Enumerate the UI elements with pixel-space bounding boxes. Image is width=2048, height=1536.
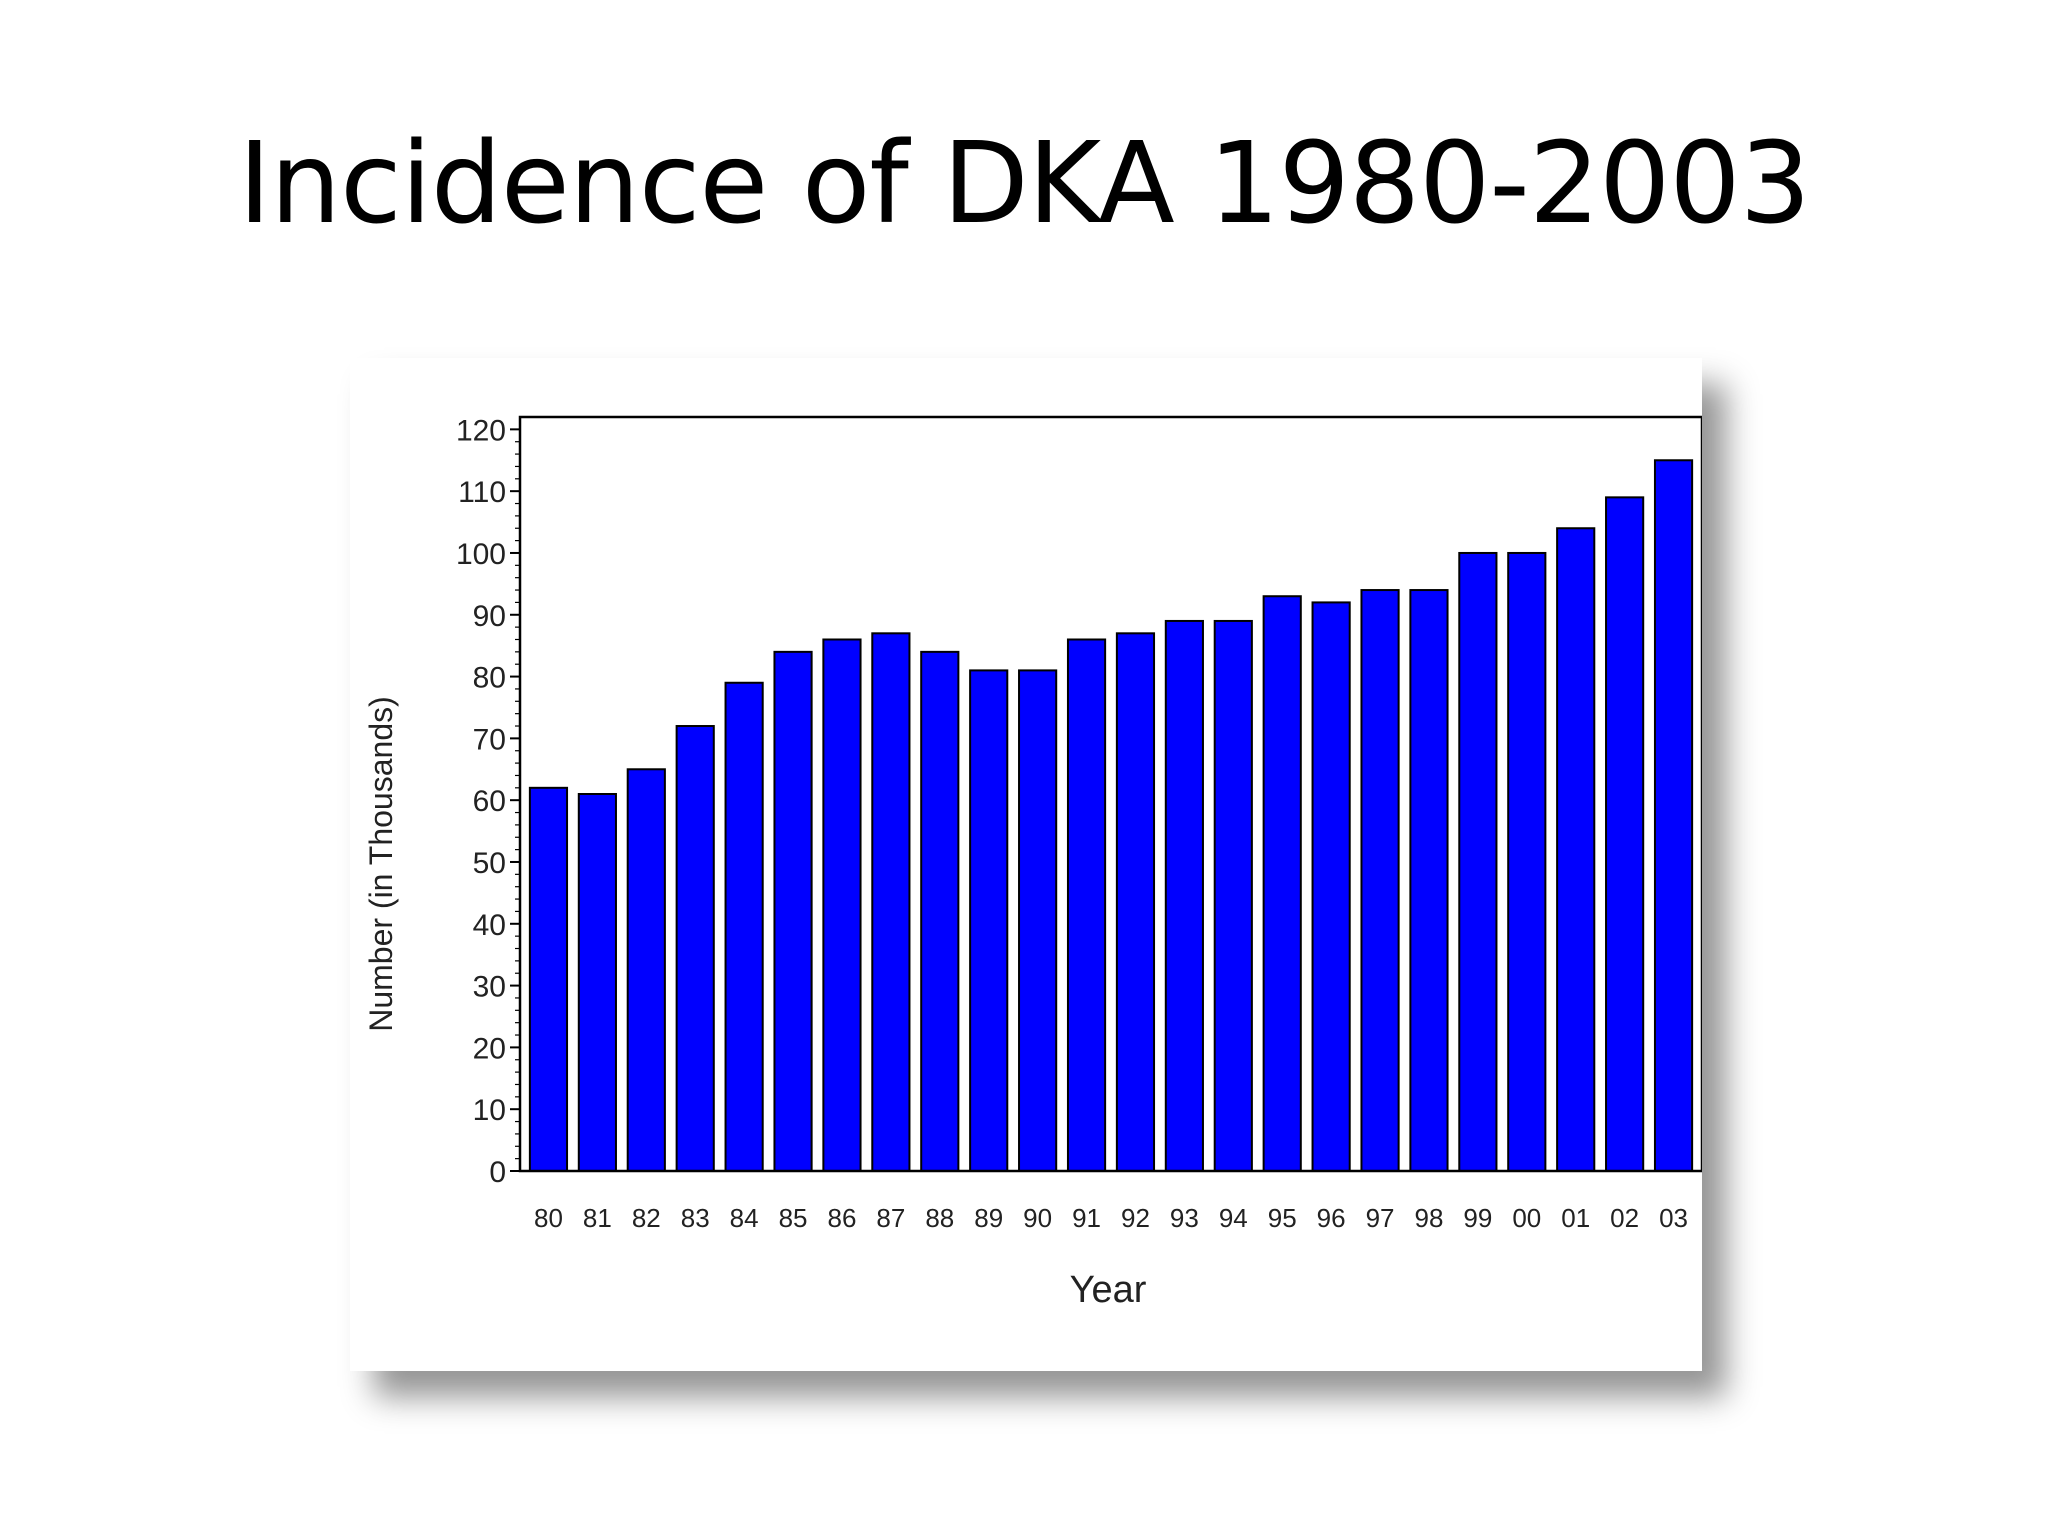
bar-81 — [577, 793, 617, 1172]
y-tick-label: 90 — [473, 600, 506, 633]
x-tick-label: 88 — [925, 1203, 954, 1233]
x-tick-label: 87 — [876, 1203, 905, 1233]
bar-90 — [1018, 669, 1058, 1172]
slide-title: Incidence of DKA 1980-2003 — [238, 119, 1811, 249]
y-tick-label: 40 — [473, 909, 506, 942]
bar-91 — [1066, 638, 1107, 1172]
x-tick-label: 93 — [1170, 1203, 1199, 1233]
x-tick-label: 81 — [583, 1203, 612, 1233]
y-tick-label: 110 — [458, 476, 506, 509]
x-tick-label: 82 — [632, 1203, 661, 1233]
x-tick-label: 00 — [1512, 1203, 1541, 1233]
bar-87 — [871, 632, 911, 1172]
y-axis-label: Number (in Thousands) — [363, 696, 399, 1032]
y-tick-label: 100 — [456, 538, 506, 571]
bar-82 — [626, 768, 666, 1172]
bar-96 — [1311, 601, 1351, 1172]
x-tick-label: 97 — [1366, 1203, 1395, 1233]
y-tick-label: 10 — [473, 1094, 506, 1127]
bar-80 — [528, 786, 569, 1172]
bar-00 — [1507, 551, 1547, 1172]
y-tick-label: 20 — [473, 1032, 506, 1065]
y-tick-label: 80 — [473, 662, 506, 695]
bar-03 — [1653, 459, 1694, 1173]
bars — [528, 459, 1694, 1173]
plot-area-border — [518, 415, 1702, 1173]
bar-97 — [1360, 589, 1400, 1172]
bar-93 — [1164, 619, 1204, 1172]
x-tick-label: 84 — [730, 1203, 759, 1233]
x-tick-label: 96 — [1317, 1203, 1346, 1233]
x-axis-ticks: 80 81 82 83 84 85 86 87 88 89 90 91 92 93 94 95 96 97 98 99… — [534, 1203, 1688, 1233]
bar-84 — [724, 681, 764, 1172]
x-tick-label: 95 — [1268, 1203, 1297, 1233]
x-axis-label: Year — [1070, 1269, 1147, 1311]
x-tick-label: 80 — [534, 1203, 563, 1233]
x-tick-label: 01 — [1561, 1203, 1590, 1233]
bar-85 — [773, 650, 813, 1172]
bar-99 — [1458, 551, 1498, 1172]
x-tick-label: 90 — [1023, 1203, 1052, 1233]
bar-chart: Number (in Thousands) 010203040506070809… — [363, 414, 1702, 1311]
bar-02 — [1605, 496, 1645, 1173]
y-tick-label: 50 — [473, 847, 506, 880]
bar-92 — [1115, 632, 1156, 1172]
bar-83 — [675, 725, 715, 1172]
y-tick-label: 0 — [489, 1156, 506, 1189]
x-tick-label: 02 — [1610, 1203, 1639, 1233]
bar-98 — [1409, 589, 1449, 1172]
x-tick-label: 92 — [1121, 1203, 1150, 1233]
y-tick-label: 60 — [473, 785, 506, 818]
x-tick-label: 85 — [779, 1203, 808, 1233]
bar-89 — [969, 669, 1009, 1172]
bar-88 — [920, 650, 960, 1172]
x-tick-label: 99 — [1463, 1203, 1492, 1233]
y-tick-label: 30 — [473, 971, 506, 1004]
y-axis-ticks: 0 10 20 30 40 50 60 70 80 90 100 110 120 — [456, 414, 520, 1189]
bar-86 — [822, 638, 862, 1172]
x-tick-label: 03 — [1659, 1203, 1688, 1233]
x-tick-label: 98 — [1414, 1203, 1443, 1233]
bar-01 — [1556, 527, 1596, 1172]
x-tick-label: 89 — [974, 1203, 1003, 1233]
x-tick-label: 86 — [827, 1203, 856, 1233]
y-tick-label: 120 — [456, 414, 506, 447]
bar-94 — [1213, 619, 1253, 1172]
x-tick-label: 94 — [1219, 1203, 1248, 1233]
x-tick-label: 91 — [1072, 1203, 1101, 1233]
y-tick-label: 70 — [473, 723, 506, 756]
bar-95 — [1262, 595, 1302, 1173]
x-tick-label: 83 — [681, 1203, 710, 1233]
chart-panel: Number (in Thousands) 0 10 20 30 40 50 60 70 80 9… — [350, 358, 1702, 1371]
